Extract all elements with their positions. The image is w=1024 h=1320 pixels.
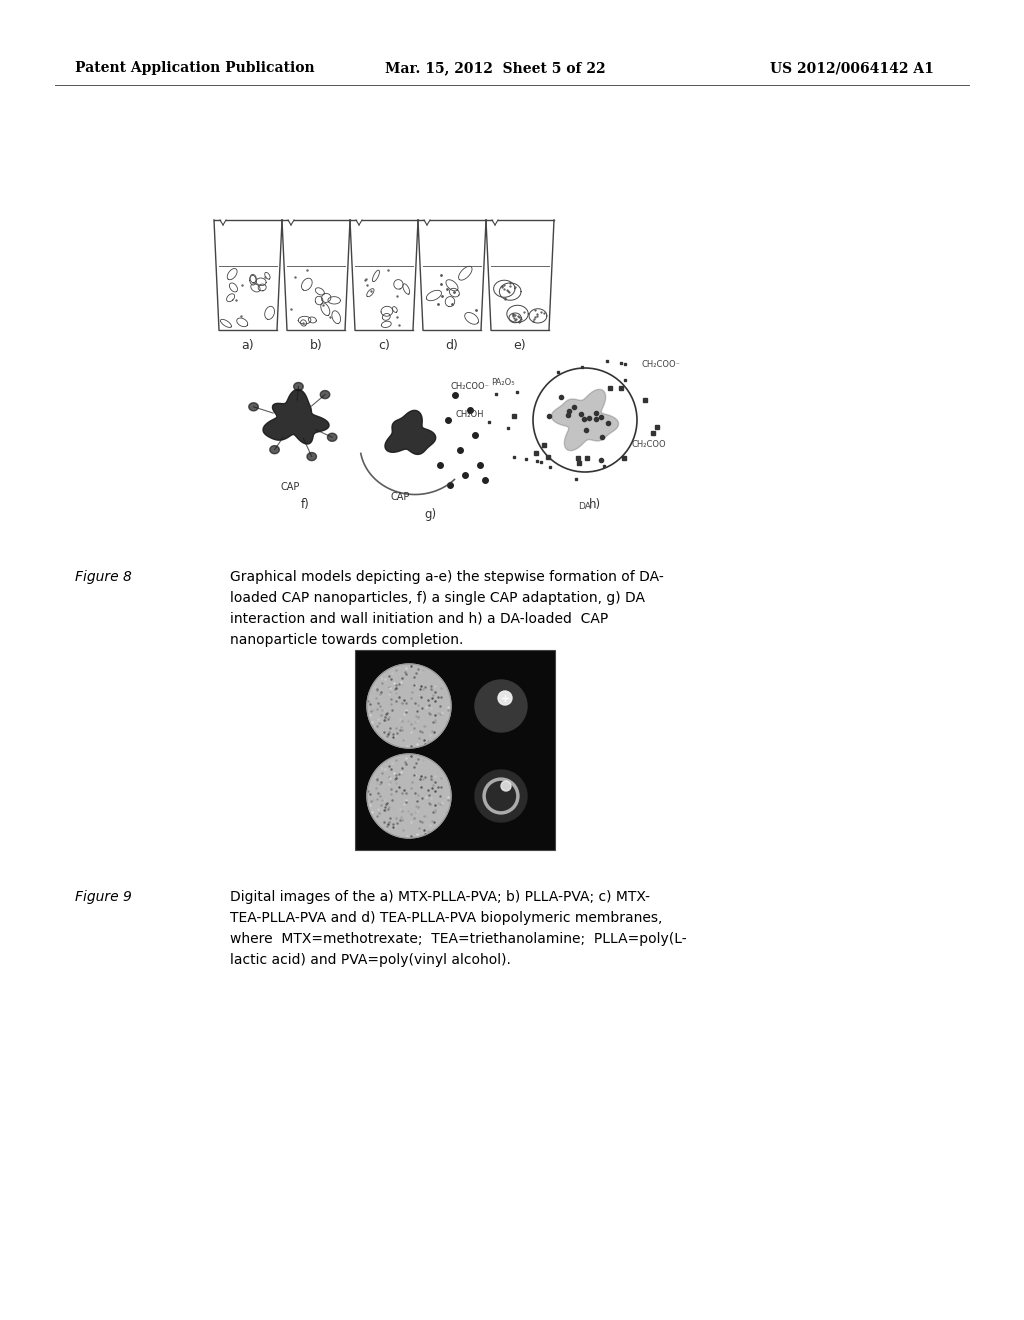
Polygon shape <box>385 411 435 454</box>
Polygon shape <box>552 389 618 450</box>
Text: d): d) <box>445 338 459 351</box>
Polygon shape <box>249 403 258 411</box>
Text: CAP: CAP <box>281 482 300 492</box>
Text: e): e) <box>514 338 526 351</box>
Text: CAP: CAP <box>390 492 410 502</box>
Text: f): f) <box>301 498 309 511</box>
Text: a): a) <box>242 338 254 351</box>
Polygon shape <box>263 389 329 444</box>
Text: Digital images of the a) MTX-PLLA-PVA; b) PLLA-PVA; c) MTX-: Digital images of the a) MTX-PLLA-PVA; b… <box>230 890 650 904</box>
Polygon shape <box>269 446 280 454</box>
Text: g): g) <box>424 508 436 521</box>
Text: PA₂O₅: PA₂O₅ <box>492 378 515 387</box>
Text: Patent Application Publication: Patent Application Publication <box>75 61 314 75</box>
Text: h): h) <box>589 498 601 511</box>
Text: Figure 8: Figure 8 <box>75 570 132 583</box>
Bar <box>355 649 555 850</box>
Circle shape <box>475 770 527 822</box>
Text: b): b) <box>309 338 323 351</box>
Text: CH₂COO⁻: CH₂COO⁻ <box>451 381 489 391</box>
Polygon shape <box>294 383 303 391</box>
Circle shape <box>501 781 511 791</box>
Text: c): c) <box>378 338 390 351</box>
Text: loaded CAP nanoparticles, f) a single CAP adaptation, g) DA: loaded CAP nanoparticles, f) a single CA… <box>230 591 645 605</box>
Text: where  MTX=methotrexate;  TEA=triethanolamine;  PLLA=poly(L-: where MTX=methotrexate; TEA=triethanolam… <box>230 932 687 946</box>
Text: CH₂COO: CH₂COO <box>632 440 667 449</box>
Text: Graphical models depicting a-e) the stepwise formation of DA-: Graphical models depicting a-e) the step… <box>230 570 664 583</box>
Text: interaction and wall initiation and h) a DA-loaded  CAP: interaction and wall initiation and h) a… <box>230 612 608 626</box>
Circle shape <box>367 664 451 748</box>
Text: CH₂OH: CH₂OH <box>455 411 483 418</box>
Text: US 2012/0064142 A1: US 2012/0064142 A1 <box>770 61 934 75</box>
Circle shape <box>367 754 451 838</box>
Text: Figure 9: Figure 9 <box>75 890 132 904</box>
Circle shape <box>475 680 527 733</box>
Polygon shape <box>321 391 330 399</box>
Text: lactic acid) and PVA=poly(vinyl alcohol).: lactic acid) and PVA=poly(vinyl alcohol)… <box>230 953 511 968</box>
Text: DA: DA <box>579 502 592 511</box>
Text: CH₂COO⁻: CH₂COO⁻ <box>642 360 681 370</box>
Text: nanoparticle towards completion.: nanoparticle towards completion. <box>230 634 464 647</box>
Text: Mar. 15, 2012  Sheet 5 of 22: Mar. 15, 2012 Sheet 5 of 22 <box>385 61 605 75</box>
Polygon shape <box>307 453 316 461</box>
Text: TEA-PLLA-PVA and d) TEA-PLLA-PVA biopolymeric membranes,: TEA-PLLA-PVA and d) TEA-PLLA-PVA biopoly… <box>230 911 663 925</box>
Circle shape <box>498 690 512 705</box>
Polygon shape <box>328 433 337 441</box>
